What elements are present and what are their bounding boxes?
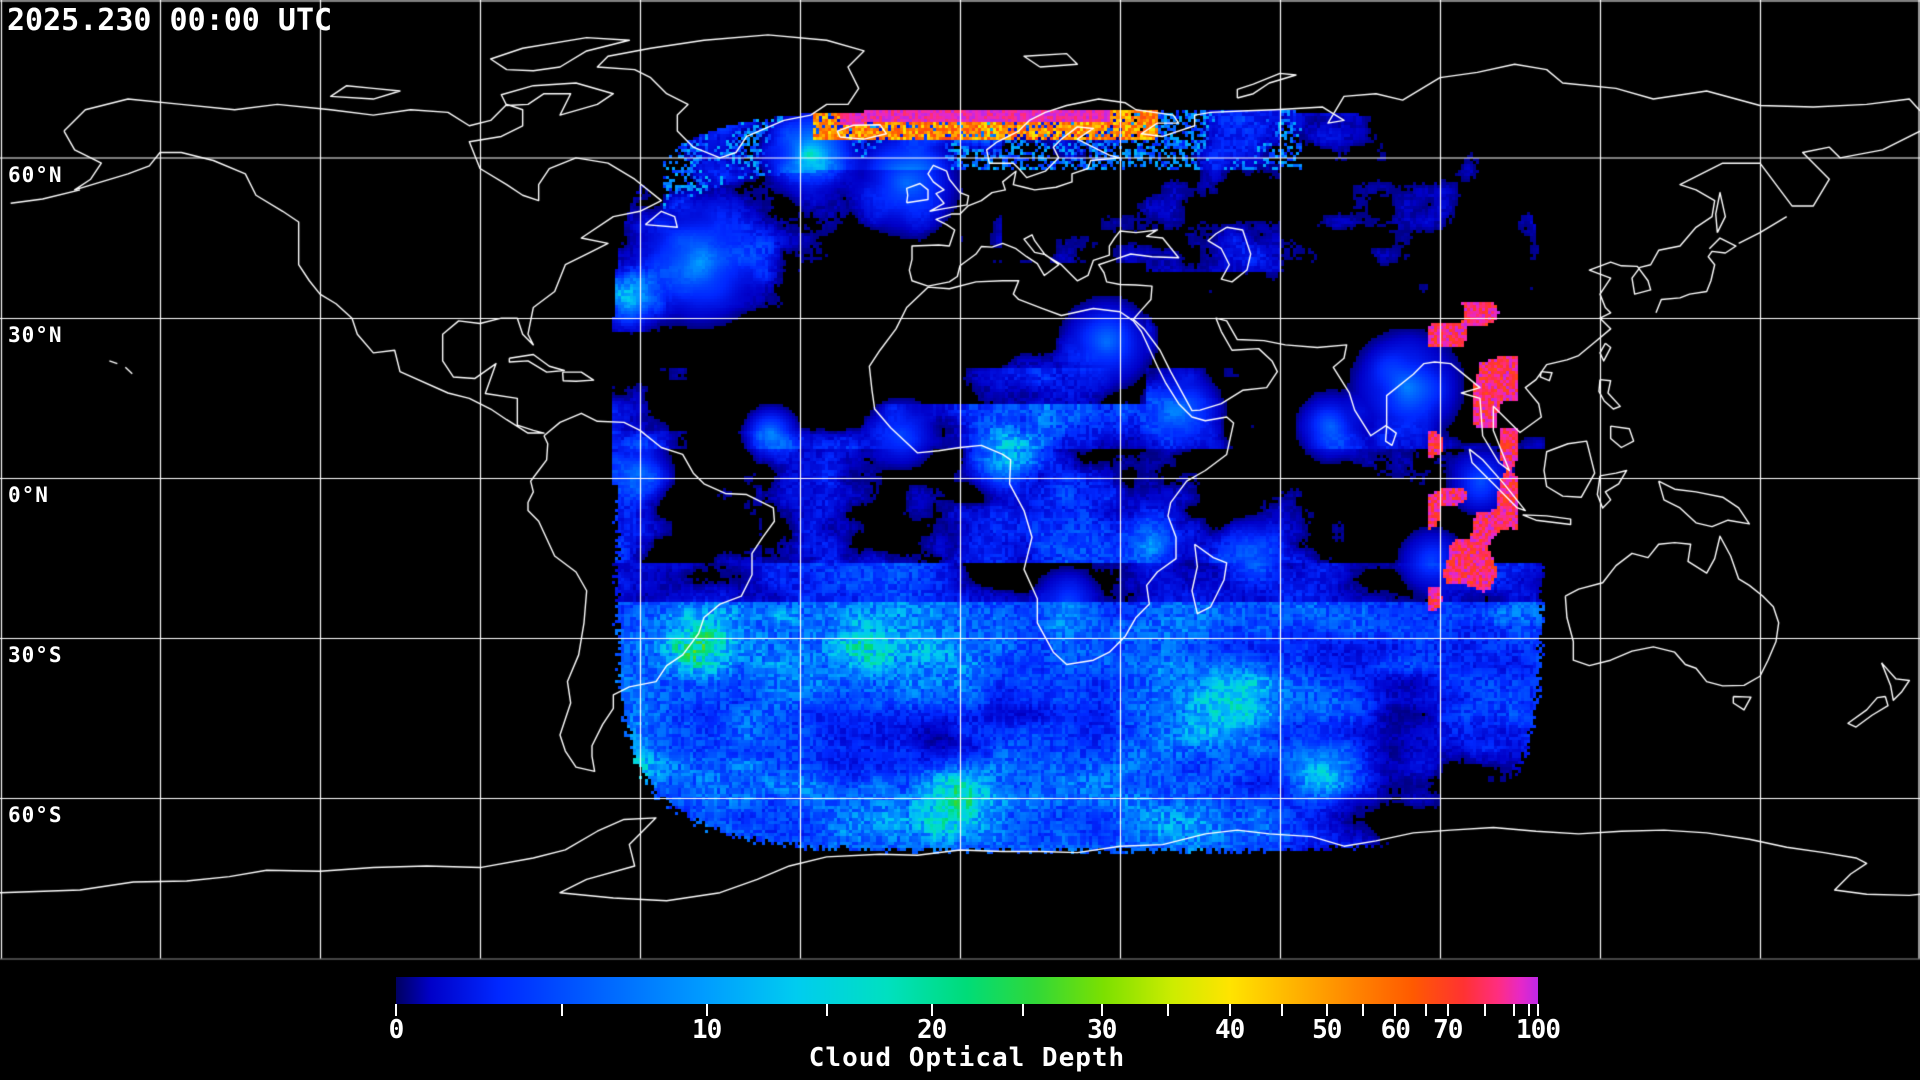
colorbar-tick-label: 30 (1087, 1015, 1117, 1045)
colorbar-tick-label: 40 (1215, 1015, 1245, 1045)
colorbar-tick (1325, 1004, 1328, 1016)
latitude-label: 30°N (8, 323, 63, 347)
colorbar-tick (1228, 1004, 1231, 1016)
latitude-label: 60°S (8, 803, 63, 827)
colorbar-tick (1537, 1004, 1539, 1016)
colorbar-tick-label: 0 (388, 1015, 405, 1045)
colorbar: 0 10 20 30 40 50 60 70 100 (389, 977, 1561, 1045)
colorbar-tick (705, 1004, 708, 1016)
colorbar-tick-label: 20 (916, 1015, 947, 1045)
colorbar-tick (1484, 1004, 1487, 1016)
colorbar-tick (1394, 1004, 1397, 1016)
colorbar-tick (395, 1004, 397, 1016)
colorbar-gradient (396, 977, 1538, 1004)
latitude-label: 60°N (8, 162, 63, 187)
colorbar-tick-label: 60 (1380, 1015, 1411, 1045)
colorbar-tick (1527, 1004, 1530, 1016)
colorbar-tick (1021, 1004, 1024, 1016)
colorbar-tick (1100, 1004, 1103, 1016)
colorbar-tick (1166, 1004, 1169, 1016)
colorbar-tick (1362, 1004, 1365, 1016)
colorbar-tick (1446, 1004, 1449, 1016)
colorbar-title: Cloud Optical Depth (808, 1043, 1126, 1073)
colorbar-tick-label: 10 (691, 1015, 722, 1045)
colorbar-tick-label: 100 (1516, 1015, 1561, 1045)
colorbar-tick (1281, 1004, 1284, 1016)
colorbar-tick-label: 50 (1312, 1015, 1342, 1045)
colorbar-tick (930, 1004, 933, 1016)
timestamp-label: 2025.230 00:00 UTC (7, 3, 333, 38)
colorbar-tick (825, 1004, 828, 1016)
colorbar-tick-label: 70 (1433, 1015, 1463, 1045)
colorbar-tick (1425, 1004, 1428, 1016)
colorbar-tick (560, 1004, 563, 1016)
colorbar-tick (1513, 1004, 1516, 1016)
latitude-label: 0°N (8, 483, 49, 507)
latitude-label: 30°S (8, 643, 63, 667)
